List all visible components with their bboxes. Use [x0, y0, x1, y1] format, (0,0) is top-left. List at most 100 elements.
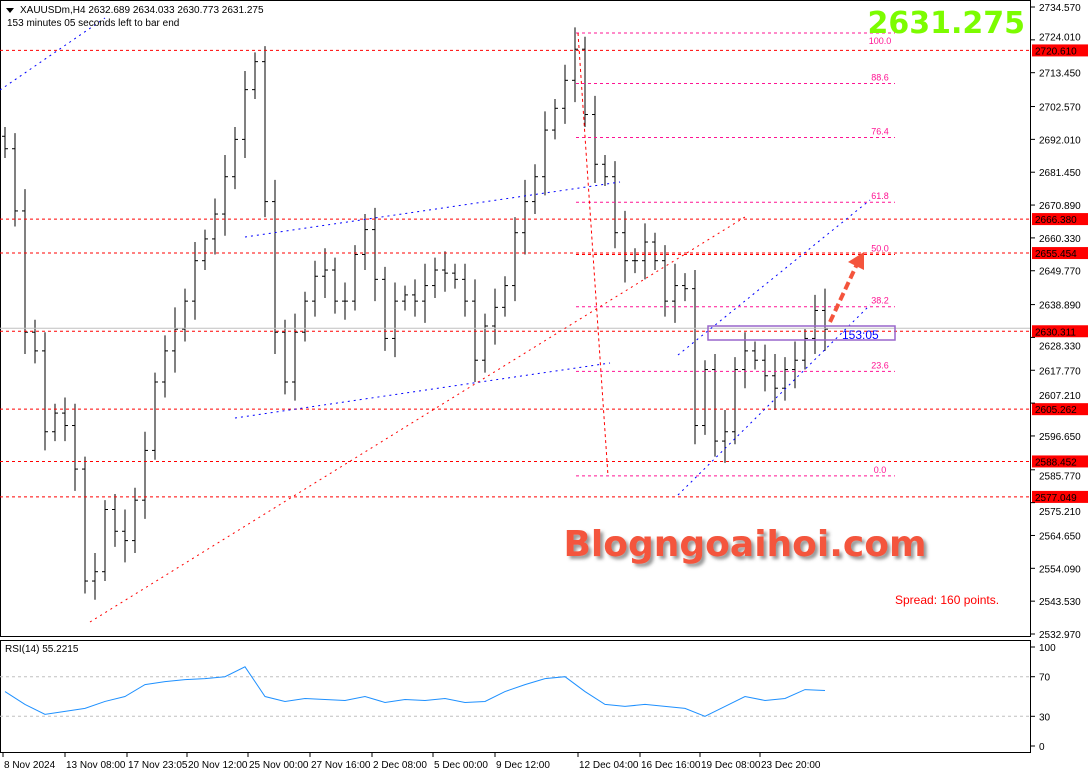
rsi-line	[4, 666, 826, 717]
price-level-tag	[1032, 213, 1088, 226]
price-tick-label: 2617.770	[1039, 366, 1081, 377]
price-bar	[452, 263, 458, 289]
price-bar	[732, 357, 738, 445]
price-tick-label: 2670.890	[1039, 201, 1081, 212]
price-bar	[62, 397, 68, 442]
price-level-label: 2588.452	[1035, 457, 1077, 468]
time-tick-label: 2 Dec 08:00	[373, 760, 427, 771]
price-tick-label: 2628.330	[1039, 341, 1081, 352]
price-level-label: 2630.311	[1035, 327, 1076, 338]
time-tick-label: 16 Dec 16:00	[641, 760, 701, 771]
price-bar	[272, 179, 278, 354]
price-tick-label: 2649.770	[1039, 267, 1081, 278]
price-level-tag	[1032, 325, 1088, 338]
price-bar	[332, 257, 338, 314]
price-bar	[432, 257, 438, 299]
rsi-tick-label: 100	[1039, 643, 1056, 654]
price-bar	[162, 335, 168, 398]
price-bar	[822, 288, 828, 351]
price-tick-label: 2575.210	[1039, 507, 1081, 518]
time-tick-label: 25 Nov 00:00	[249, 760, 309, 771]
price-tick-label: 2532.970	[1039, 630, 1081, 641]
trendline	[244, 181, 621, 238]
price-bar	[642, 223, 648, 280]
price-bar	[552, 98, 558, 140]
time-tick-label: 9 Dec 12:00	[496, 760, 550, 771]
price-tick-label: 2596.650	[1039, 432, 1081, 443]
price-bar	[402, 285, 408, 311]
price-bar	[312, 260, 318, 317]
price-bar	[662, 245, 668, 317]
price-tick-label: 2660.330	[1039, 234, 1081, 245]
price-bar	[172, 307, 178, 373]
price-bar	[392, 282, 398, 358]
price-tick-label: 2554.090	[1039, 564, 1081, 575]
trendline	[234, 362, 611, 419]
price-bar	[532, 164, 538, 215]
price-bar	[472, 279, 478, 382]
price-level-tag	[1032, 455, 1088, 468]
price-tick-label: 2724.010	[1039, 32, 1081, 43]
price-level-tag	[1032, 44, 1088, 57]
collapse-triangle-icon[interactable]	[6, 8, 14, 13]
price-bar	[322, 248, 328, 299]
trendline	[89, 216, 746, 623]
rsi-tick-label: 0	[1039, 742, 1045, 753]
price-tick-label: 2681.450	[1039, 168, 1081, 179]
price-bar	[582, 36, 588, 127]
price-bar	[372, 207, 378, 302]
price-bar	[382, 266, 388, 351]
price-bar	[622, 210, 628, 283]
price-tick-label: 2734.570	[1039, 3, 1081, 14]
price-bar	[442, 251, 448, 292]
price-bar	[742, 332, 748, 389]
current-price-display: 2631.275	[867, 6, 1025, 41]
fib-level-label: 0.0	[874, 465, 887, 475]
price-tick-label: 2585.770	[1039, 471, 1081, 482]
price-bar	[362, 214, 368, 271]
bar-timer: 153 minutes 05 seconds left to bar end	[7, 18, 179, 29]
price-bar	[12, 133, 18, 227]
price-bar	[412, 279, 418, 317]
price-bar	[212, 198, 218, 255]
fib-level-label: 61.8	[871, 191, 889, 201]
price-bar	[612, 161, 618, 249]
price-bar	[592, 95, 598, 183]
time-tick-label: 17 Nov 23:05	[128, 760, 188, 771]
price-bar	[672, 263, 678, 323]
price-tick-label: 2543.530	[1039, 597, 1081, 608]
price-bar	[712, 353, 718, 457]
rsi-tick-label: 70	[1039, 673, 1051, 684]
price-bar	[242, 70, 248, 159]
price-level-label: 2605.262	[1035, 405, 1077, 416]
price-bar	[632, 248, 638, 274]
price-tick-label: 2702.570	[1039, 103, 1081, 114]
watermark: Blogngoaihoi.com	[563, 524, 926, 565]
price-bar	[812, 294, 818, 354]
price-bar	[2, 126, 8, 159]
price-bar	[22, 189, 28, 354]
countdown-label: 153:05	[842, 328, 879, 342]
price-tick-label: 2692.010	[1039, 135, 1081, 146]
price-bars	[2, 27, 828, 600]
up-arrow-icon	[828, 261, 860, 323]
fib-level-label: 100.0	[869, 36, 892, 46]
price-bar	[132, 487, 138, 554]
price-bar	[252, 52, 258, 99]
price-tick-label: 2638.890	[1039, 301, 1081, 312]
price-level-tag	[1032, 247, 1088, 260]
price-level-label: 2577.049	[1035, 493, 1077, 504]
price-bar	[782, 357, 788, 401]
fib-level-label: 88.6	[871, 73, 889, 83]
price-bar	[122, 509, 128, 563]
price-bar	[42, 332, 48, 451]
rsi-label: RSI(14) 55.2215	[5, 644, 79, 655]
price-level-label: 2720.610	[1035, 46, 1077, 57]
fib-level-label: 38.2	[871, 296, 889, 306]
price-bar	[572, 27, 578, 103]
fib-level-label: 50.0	[871, 243, 889, 253]
price-bar	[462, 263, 468, 317]
time-tick-label: 23 Dec 20:00	[761, 760, 821, 771]
price-bar	[422, 263, 428, 323]
